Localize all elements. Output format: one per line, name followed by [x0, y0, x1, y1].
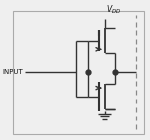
Text: $V_{DD}$: $V_{DD}$ [105, 4, 121, 16]
Text: INPUT: INPUT [2, 69, 23, 75]
